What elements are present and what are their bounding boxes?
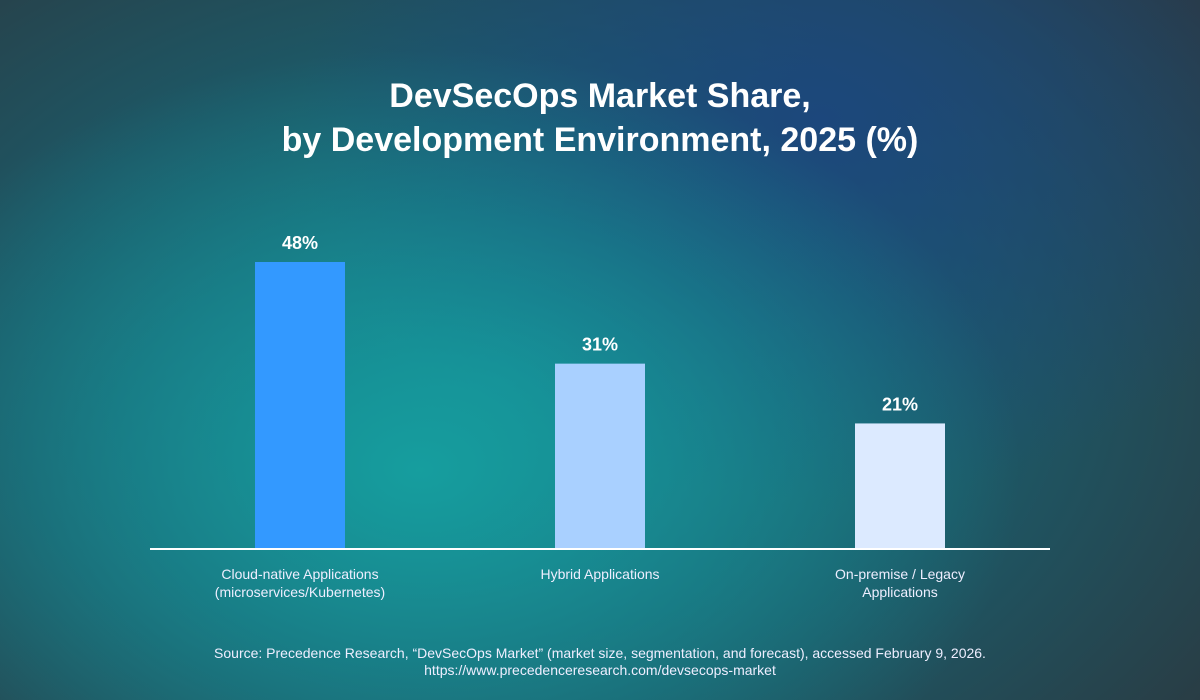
chart-title-line-2: by Development Environment, 2025 (%) — [281, 121, 919, 159]
bar-2 — [555, 363, 645, 549]
source-note: Source: Precedence Research, “DevSecOps … — [0, 645, 1200, 679]
category-label-line: (microservices/Kubernetes) — [214, 584, 386, 600]
chart-title-line-1: DevSecOps Market Share, — [389, 77, 811, 115]
category-label-line: On-premise / Legacy — [835, 566, 965, 582]
category-label-cloud-native: Cloud-native Applications (microservices… — [170, 565, 430, 601]
data-label-2: 31% — [582, 335, 618, 355]
chart-title: DevSecOps Market Share, by Development E… — [0, 74, 1200, 162]
category-label-on-premise: On-premise / Legacy Applications — [770, 565, 1030, 601]
data-label-1: 48% — [282, 233, 318, 253]
category-label-line: Cloud-native Applications — [221, 566, 379, 582]
category-label-line: Hybrid Applications — [540, 566, 660, 582]
bar-1 — [255, 262, 345, 549]
category-label-line: Applications — [862, 584, 938, 600]
bar-3 — [855, 423, 945, 549]
source-citation: Source: Precedence Research, “DevSecOps … — [214, 645, 986, 661]
category-label-hybrid: Hybrid Applications — [470, 565, 730, 583]
source-url: https://www.precedenceresearch.com/devse… — [424, 662, 776, 678]
data-label-3: 21% — [882, 394, 918, 414]
